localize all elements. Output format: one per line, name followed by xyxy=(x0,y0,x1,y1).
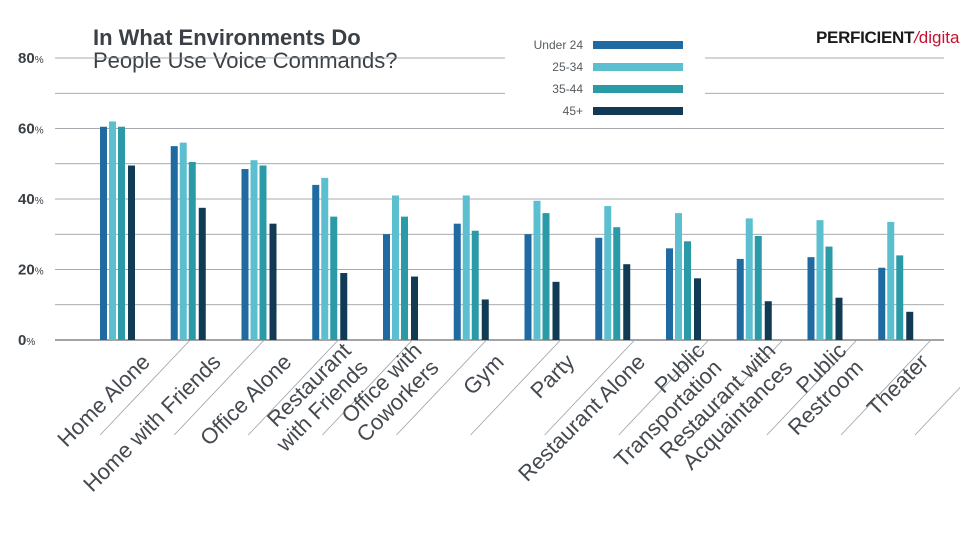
bar-under24 xyxy=(807,257,815,340)
bar-under24 xyxy=(170,146,178,340)
bar-under24 xyxy=(666,248,673,340)
bar-45plus xyxy=(623,264,631,340)
legend-label: 25-34 xyxy=(552,60,583,74)
bar-35-44 xyxy=(259,165,267,340)
bar-35-44 xyxy=(471,230,479,340)
chart-title: In What Environments Do People Use Voice… xyxy=(93,26,398,72)
y-tick-label: 80% xyxy=(18,50,44,67)
bar-45plus xyxy=(552,281,560,340)
x-tick-text: PublicRestroom xyxy=(766,338,868,440)
bar-25-34 xyxy=(462,195,470,340)
legend-label: Under 24 xyxy=(534,38,584,52)
bar-under24 xyxy=(595,237,603,340)
bar-25-34 xyxy=(179,142,187,340)
x-tick-text: Theater xyxy=(862,349,933,420)
y-tick-label: 0% xyxy=(18,332,35,349)
bar-under24 xyxy=(241,169,249,340)
legend-swatch xyxy=(593,107,683,115)
legend-label: 35-44 xyxy=(552,82,583,96)
bar-35-44 xyxy=(896,255,904,340)
category-separator xyxy=(766,339,858,436)
bar-35-44 xyxy=(613,227,621,340)
logo-wordmark: PERFICIENT xyxy=(816,28,915,47)
legend: Under 24 25-34 35-44 45+ xyxy=(505,30,705,128)
x-tick-label: Party xyxy=(525,349,579,403)
bar-25-34 xyxy=(109,121,116,340)
bar-under24 xyxy=(383,234,390,340)
chart-title-line-2: People Use Voice Commands? xyxy=(93,48,398,74)
legend-label: 45+ xyxy=(563,104,583,118)
bar-under24 xyxy=(736,258,744,340)
bar-25-34 xyxy=(392,195,399,340)
bar-35-44 xyxy=(401,216,408,340)
y-tick-label: 20% xyxy=(18,262,44,279)
bar-45plus xyxy=(835,297,843,340)
x-tick-label: Gym xyxy=(458,349,509,400)
category-separator xyxy=(322,339,413,436)
bar-35-44 xyxy=(825,246,833,340)
x-tick-text: Home with Friends xyxy=(78,349,225,496)
legend-swatch xyxy=(593,41,683,49)
bar-35-44 xyxy=(330,216,338,340)
bar-under24 xyxy=(100,126,107,340)
x-tick-label: Theater xyxy=(862,349,933,420)
x-tick-text: Gym xyxy=(458,349,509,400)
bar-25-34 xyxy=(321,177,329,340)
bar-under24 xyxy=(312,184,320,340)
bar-45plus xyxy=(481,299,489,340)
category-separator xyxy=(248,339,339,436)
bar-45plus xyxy=(269,223,277,340)
bar-45plus xyxy=(764,301,772,340)
brand-logo: PERFICIENT/digital xyxy=(816,28,960,48)
bar-25-34 xyxy=(604,206,612,340)
bar-35-44 xyxy=(188,161,196,340)
bar-under24 xyxy=(878,267,886,340)
x-tick-label: Home with Friends xyxy=(78,349,225,496)
category-separator xyxy=(396,339,487,436)
category-separator xyxy=(618,339,709,436)
bars xyxy=(100,121,914,340)
bar-35-44 xyxy=(684,241,691,340)
legend-swatch xyxy=(593,63,683,71)
x-tick-text: Party xyxy=(525,349,579,403)
bar-25-34 xyxy=(250,160,258,340)
category-separator xyxy=(914,386,960,436)
bar-35-44 xyxy=(118,126,125,340)
bar-45plus xyxy=(906,311,914,340)
bar-25-34 xyxy=(887,221,895,340)
category-separator xyxy=(173,339,265,436)
y-tick-label: 60% xyxy=(18,121,44,138)
chart-title-line-1: In What Environments Do xyxy=(93,25,361,50)
bar-25-34 xyxy=(533,200,541,340)
bar-45plus xyxy=(411,276,418,340)
bar-25-34 xyxy=(745,218,753,340)
y-axis-ticks: 0% 20% 40% 60% 80% xyxy=(18,50,44,349)
bar-45plus xyxy=(198,207,206,340)
category-separator xyxy=(840,339,932,436)
bar-25-34 xyxy=(816,220,824,340)
logo-slash: / xyxy=(914,28,919,47)
bar-45plus xyxy=(340,273,348,340)
category-separator xyxy=(692,339,784,436)
category-separator xyxy=(470,339,561,436)
bar-45plus xyxy=(128,165,135,340)
legend-swatch xyxy=(593,85,683,93)
bar-45plus xyxy=(694,278,701,340)
bar-25-34 xyxy=(675,213,682,340)
bar-35-44 xyxy=(754,236,762,340)
bar-under24 xyxy=(524,234,532,340)
category-separator xyxy=(99,339,191,436)
logo-accent: digital xyxy=(918,28,960,47)
x-tick-label: PublicRestroom xyxy=(766,338,868,440)
bar-under24 xyxy=(453,223,461,340)
y-tick-label: 40% xyxy=(18,191,44,208)
category-separator xyxy=(544,339,635,436)
bar-35-44 xyxy=(542,213,550,340)
